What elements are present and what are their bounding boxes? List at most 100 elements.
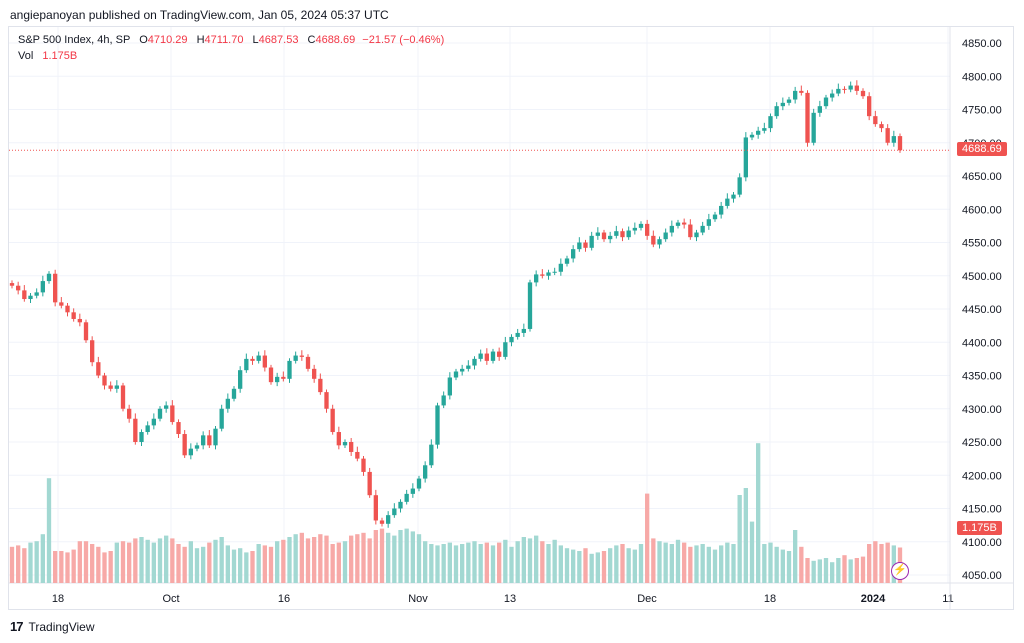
candle-body: [823, 97, 829, 107]
time-tick-label: Nov: [408, 593, 428, 605]
volume-bar: [53, 551, 58, 583]
price-tick-label: 4100.00: [962, 537, 1002, 549]
candle-body: [552, 271, 557, 273]
volume-bar: [786, 551, 792, 583]
chart-frame[interactable]: [8, 26, 1014, 610]
volume-label[interactable]: Vol: [18, 50, 34, 62]
volume-bar: [145, 539, 150, 583]
volume-bar: [151, 542, 156, 583]
symbol-title[interactable]: S&P 500 Index, 4h, SP: [18, 34, 131, 46]
volume-bar: [774, 546, 779, 583]
candle-body: [546, 272, 551, 276]
price-tick-label: 4350.00: [962, 371, 1002, 383]
candle-body: [848, 85, 853, 90]
volume-bar: [429, 544, 434, 583]
volume-bar: [299, 532, 304, 583]
volume-bar: [46, 478, 52, 583]
volume-bar: [139, 537, 144, 583]
candle-body: [805, 92, 810, 143]
volume-bar: [108, 551, 113, 583]
volume-bar: [700, 544, 705, 583]
volume-bar: [324, 535, 329, 583]
volume-bar: [447, 542, 452, 583]
candle-body: [416, 478, 422, 489]
candle-body: [700, 225, 705, 233]
volume-bar: [379, 528, 385, 583]
volume-bar: [608, 548, 613, 583]
candle-body: [860, 90, 866, 97]
volume-bar: [885, 542, 890, 583]
volume-bar: [207, 542, 212, 583]
volume-bar: [349, 535, 354, 583]
candle-body: [589, 235, 594, 248]
lightning-icon[interactable]: ⚡: [891, 562, 909, 580]
volume-bar: [22, 548, 27, 583]
candle-body: [867, 96, 872, 117]
volume-bar: [614, 545, 619, 583]
candle-body: [478, 353, 483, 359]
candle-body: [719, 205, 724, 215]
volume-bar: [225, 545, 230, 583]
candle-body: [244, 358, 249, 371]
candle-body: [879, 124, 884, 129]
candle-body: [897, 136, 903, 151]
candle-body: [509, 336, 514, 343]
candle-body: [429, 444, 434, 466]
volume-bar: [120, 541, 126, 583]
tradingview-logo-icon[interactable]: 17: [10, 619, 24, 634]
volume-value: 1.175B: [42, 50, 78, 62]
candle-body: [743, 137, 748, 178]
candle-body: [355, 451, 360, 459]
candle-body: [725, 198, 730, 206]
footer-brand[interactable]: TradingView: [28, 619, 95, 634]
volume-bar: [176, 544, 181, 583]
volume-bar: [571, 549, 576, 583]
candle-body: [133, 418, 138, 442]
candle-body: [318, 378, 323, 393]
high-label: H: [196, 34, 205, 46]
candle-body: [583, 242, 588, 248]
candle-body: [207, 435, 212, 446]
volume-bar: [170, 538, 175, 583]
candle-body: [256, 355, 261, 361]
volume-bar: [133, 538, 138, 583]
volume-bar: [638, 544, 644, 583]
volume-bar: [762, 544, 767, 583]
candle-body: [231, 388, 237, 399]
volume-bar: [854, 558, 859, 583]
candle-body: [386, 515, 391, 524]
volume-bar: [40, 534, 45, 583]
volume-bar: [410, 531, 415, 583]
candle-body: [151, 418, 156, 426]
volume-bar: [503, 539, 508, 583]
price-tick-label: 4450.00: [962, 304, 1002, 316]
volume-bar: [577, 551, 582, 583]
volume-bar: [16, 545, 21, 583]
candle-body: [626, 230, 631, 238]
candle-body: [71, 312, 76, 319]
volume-bar: [441, 544, 446, 583]
volume-bar: [404, 528, 409, 583]
volume-bar: [873, 541, 878, 583]
candle-body: [22, 290, 27, 300]
candle-body: [262, 355, 267, 368]
candle-body: [774, 106, 779, 117]
candle-body: [275, 376, 280, 383]
candle-body: [299, 355, 304, 357]
volume-bar: [188, 541, 193, 583]
volume-bar: [497, 542, 502, 583]
volume-bar: [256, 544, 261, 583]
volume-bar: [342, 541, 348, 583]
candle-body: [472, 358, 477, 366]
candle-body: [120, 385, 126, 409]
volume-bar: [96, 546, 101, 583]
last-volume-label: 1.175B: [957, 521, 1002, 535]
candle-body: [330, 408, 335, 433]
low-value: 4687.53: [258, 34, 299, 46]
volume-bar: [830, 562, 835, 583]
candle-body: [786, 99, 792, 103]
volume-bar: [756, 443, 761, 583]
volume-bar: [712, 549, 718, 583]
